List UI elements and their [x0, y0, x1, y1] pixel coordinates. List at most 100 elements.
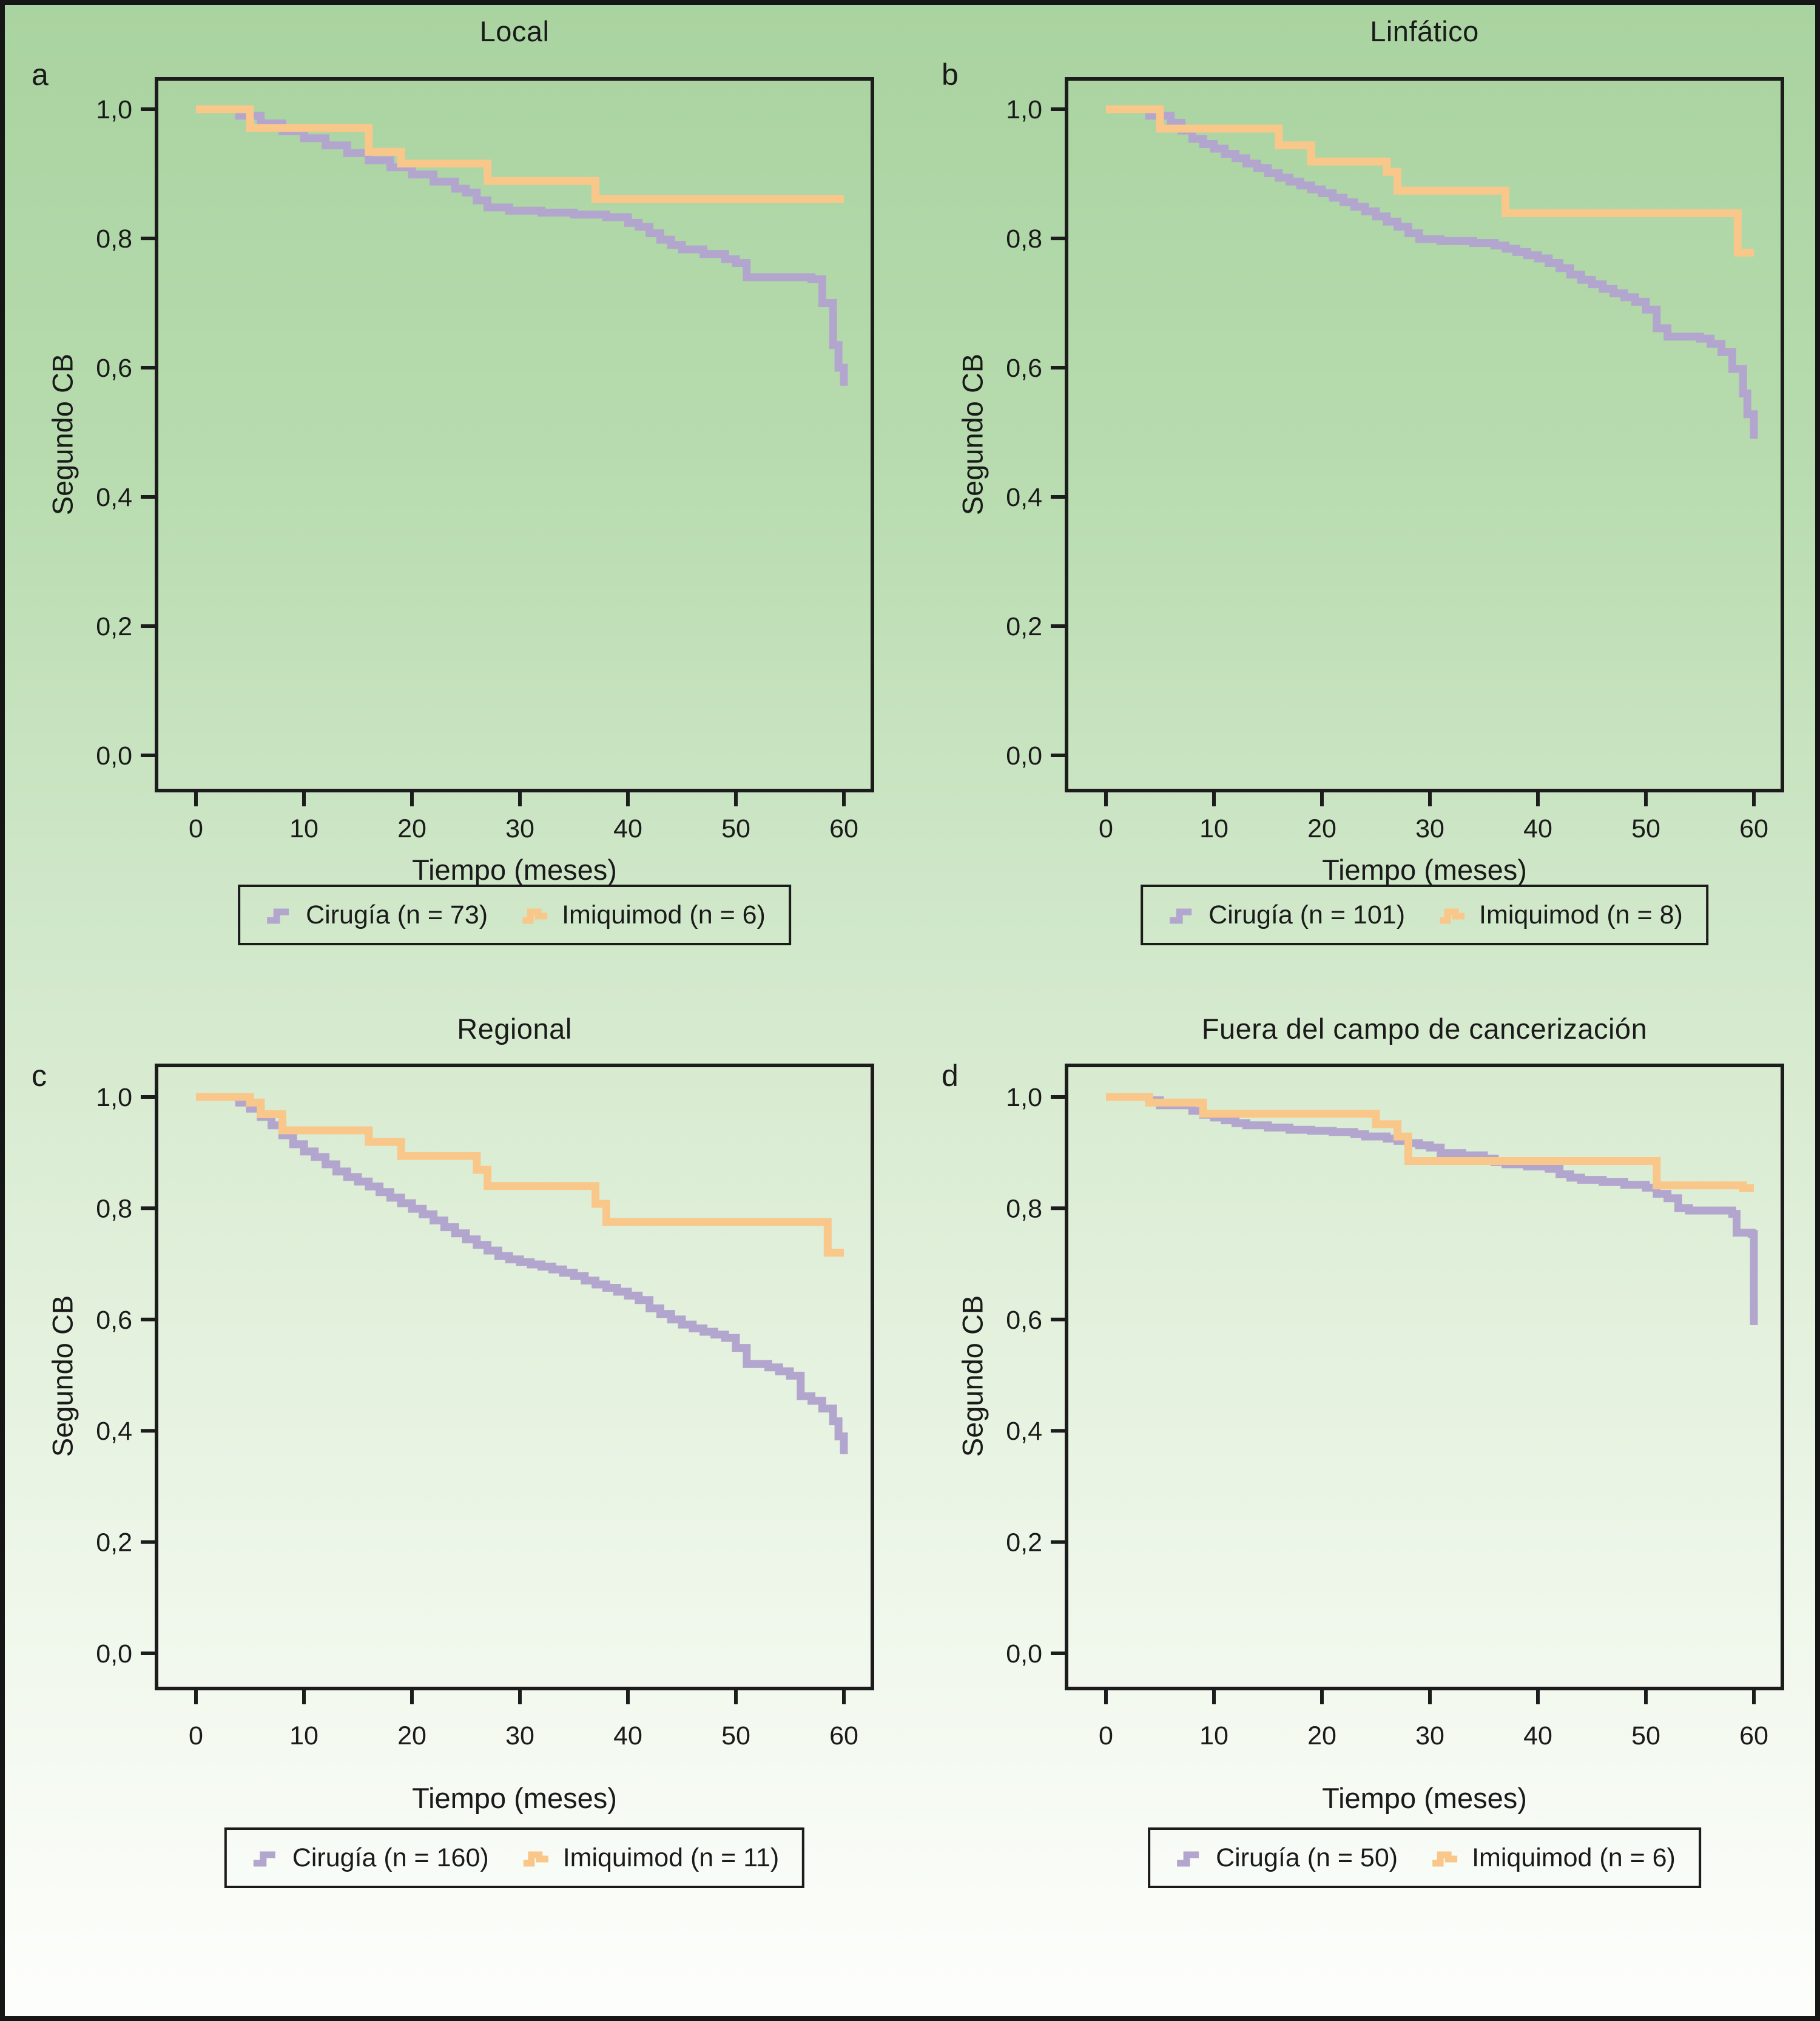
legend-entry-imiquimod: Imiquimod (n = 6) [519, 900, 766, 930]
legend-label: Cirugía (n = 101) [1208, 900, 1406, 930]
x-tick-label: 60 [1739, 814, 1768, 843]
cirugia-curve [196, 105, 848, 386]
x-tick-label: 0 [189, 814, 203, 843]
panel-local: Local a Segundo CB 1,0 0,8 0,6 0,4 0,2 0,0 0 10… [5, 5, 915, 951]
legend-entry-cirugia: Cirugía (n = 160) [250, 1843, 489, 1873]
legend-label: Cirugía (n = 50) [1216, 1843, 1398, 1872]
cirugia-curve [1106, 1093, 1758, 1325]
y-tick-label: 0,4 [1006, 483, 1042, 512]
x-tick-label: 10 [1199, 814, 1228, 843]
x-tick-label: 0 [1099, 1721, 1113, 1750]
x-tick-label: 30 [505, 1721, 534, 1750]
panel-letter: d [942, 1059, 959, 1093]
panel-regional: Regional c Segundo CB 1,0 0,8 0,6 0,4 0,2 0,0… [5, 951, 915, 2016]
imiquimod-step-swatch-icon [1440, 908, 1465, 924]
y-tick-label: 0,2 [96, 612, 132, 641]
panel-title: Fuera del campo de cancerización [1201, 1013, 1648, 1045]
x-tick-label: 0 [189, 1721, 203, 1750]
km-plot-local: 1,0 0,8 0,6 0,4 0,2 0,0 0 10 20 30 40 50 60 [96, 77, 874, 843]
x-tick-label: 60 [829, 814, 858, 843]
km-plot-linfatico: 1,0 0,8 0,6 0,4 0,2 0,0 0 10 20 30 40 50 60 [1006, 77, 1784, 843]
x-tick-label: 50 [721, 1721, 750, 1750]
cirugia-curve [196, 1093, 848, 1454]
cirugia-step-swatch-icon [1170, 908, 1192, 924]
x-tick-label: 10 [289, 814, 318, 843]
panel-letter: c [32, 1059, 47, 1093]
legend: Cirugía (n = 50) Imiquimod (n = 6) [1148, 1827, 1701, 1888]
y-tick-label: 0,0 [96, 1639, 132, 1668]
legend-entry-imiquimod: Imiquimod (n = 6) [1429, 1843, 1676, 1873]
legend-label: Imiquimod (n = 11) [562, 1843, 780, 1872]
y-tick-label: 1,0 [96, 1083, 132, 1112]
x-tick-label: 30 [1415, 1721, 1444, 1750]
legend-label: Imiquimod (n = 6) [1472, 1843, 1676, 1872]
legend-label: Imiquimod (n = 8) [1479, 900, 1683, 930]
cirugia-curve [1106, 105, 1758, 439]
x-tick-label: 20 [397, 1721, 426, 1750]
x-tick-label: 50 [721, 814, 750, 843]
legend-label: Imiquimod (n = 6) [562, 900, 766, 930]
legend-entry-imiquimod: Imiquimod (n = 11) [521, 1843, 780, 1873]
y-tick-label: 0,0 [1006, 741, 1042, 771]
x-tick-label: 20 [397, 814, 426, 843]
legend: Cirugía (n = 101) Imiquimod (n = 8) [1141, 885, 1708, 945]
legend-entry-cirugia: Cirugía (n = 101) [1166, 900, 1405, 930]
y-tick-label: 0,8 [1006, 1194, 1042, 1223]
y-tick-label: 0,0 [1006, 1639, 1042, 1668]
y-tick-label: 0,0 [96, 741, 132, 771]
y-tick-label: 1,0 [1006, 95, 1042, 124]
x-tick-label: 30 [1415, 814, 1444, 843]
cirugia-step-swatch-icon [267, 908, 289, 924]
y-tick-label: 0,2 [1006, 612, 1042, 641]
km-plot-regional: 1,0 0,8 0,6 0,4 0,2 0,0 0 10 20 30 40 50 60 [96, 1064, 874, 1750]
x-tick-label: 40 [613, 1721, 642, 1750]
y-tick-label: 0,8 [1006, 224, 1042, 254]
legend: Cirugía (n = 73) Imiquimod (n = 6) [238, 885, 791, 945]
legend: Cirugía (n = 160) Imiquimod (n = 11) [224, 1827, 805, 1888]
x-tick-label: 10 [1199, 1721, 1228, 1750]
x-axis-label: Tiempo (meses) [412, 1782, 617, 1814]
imiquimod-curve [1106, 105, 1754, 257]
y-tick-label: 0,6 [1006, 354, 1042, 383]
imiquimod-curve [196, 1093, 844, 1257]
y-tick-label: 0,6 [96, 1306, 132, 1335]
km-plot-fuera-del-campo: 1,0 0,8 0,6 0,4 0,2 0,0 0 10 20 30 40 50 60 [1006, 1064, 1784, 1750]
y-tick-label: 1,0 [96, 95, 132, 124]
legend-label: Cirugía (n = 73) [306, 900, 488, 930]
y-tick-label: 0,8 [96, 1194, 132, 1223]
y-tick-label: 0,6 [1006, 1306, 1042, 1335]
y-tick-label: 0,2 [96, 1528, 132, 1557]
y-tick-label: 1,0 [1006, 1083, 1042, 1112]
panel-title: Local [479, 15, 550, 47]
y-tick-label: 0,4 [96, 483, 132, 512]
x-tick-label: 40 [613, 814, 642, 843]
panel-linfatico: Linfático b Segundo CB 1,0 0,8 0,6 0,4 0,2 0,… [915, 5, 1815, 951]
x-tick-label: 40 [1523, 814, 1552, 843]
x-tick-label: 0 [1099, 814, 1113, 843]
panel-title: Regional [457, 1013, 572, 1045]
plot-border [1065, 1064, 1784, 1690]
cirugia-step-swatch-icon [1177, 1851, 1199, 1867]
x-tick-label: 50 [1631, 814, 1660, 843]
y-tick-label: 0,2 [1006, 1528, 1042, 1557]
x-tick-label: 60 [829, 1721, 858, 1750]
panel-letter: b [942, 58, 959, 92]
imiquimod-step-swatch-icon [1432, 1851, 1458, 1867]
panel-title: Linfático [1370, 15, 1479, 47]
y-tick-label: 0,4 [96, 1417, 132, 1446]
panel-fuera-del-campo: Fuera del campo de cancerización d Segun… [915, 951, 1815, 2016]
y-tick-label: 0,6 [96, 354, 132, 383]
legend-entry-imiquimod: Imiquimod (n = 8) [1437, 900, 1683, 930]
panel-letter: a [32, 58, 49, 92]
plot-border [1065, 77, 1784, 792]
x-tick-label: 60 [1739, 1721, 1768, 1750]
x-axis-label: Tiempo (meses) [1322, 854, 1527, 886]
x-tick-label: 20 [1307, 814, 1336, 843]
x-tick-label: 10 [289, 1721, 318, 1750]
plot-border [155, 1064, 874, 1690]
imiquimod-step-swatch-icon [523, 1851, 548, 1867]
x-tick-label: 30 [505, 814, 534, 843]
legend-label: Cirugía (n = 160) [292, 1843, 489, 1872]
x-tick-label: 20 [1307, 1721, 1336, 1750]
